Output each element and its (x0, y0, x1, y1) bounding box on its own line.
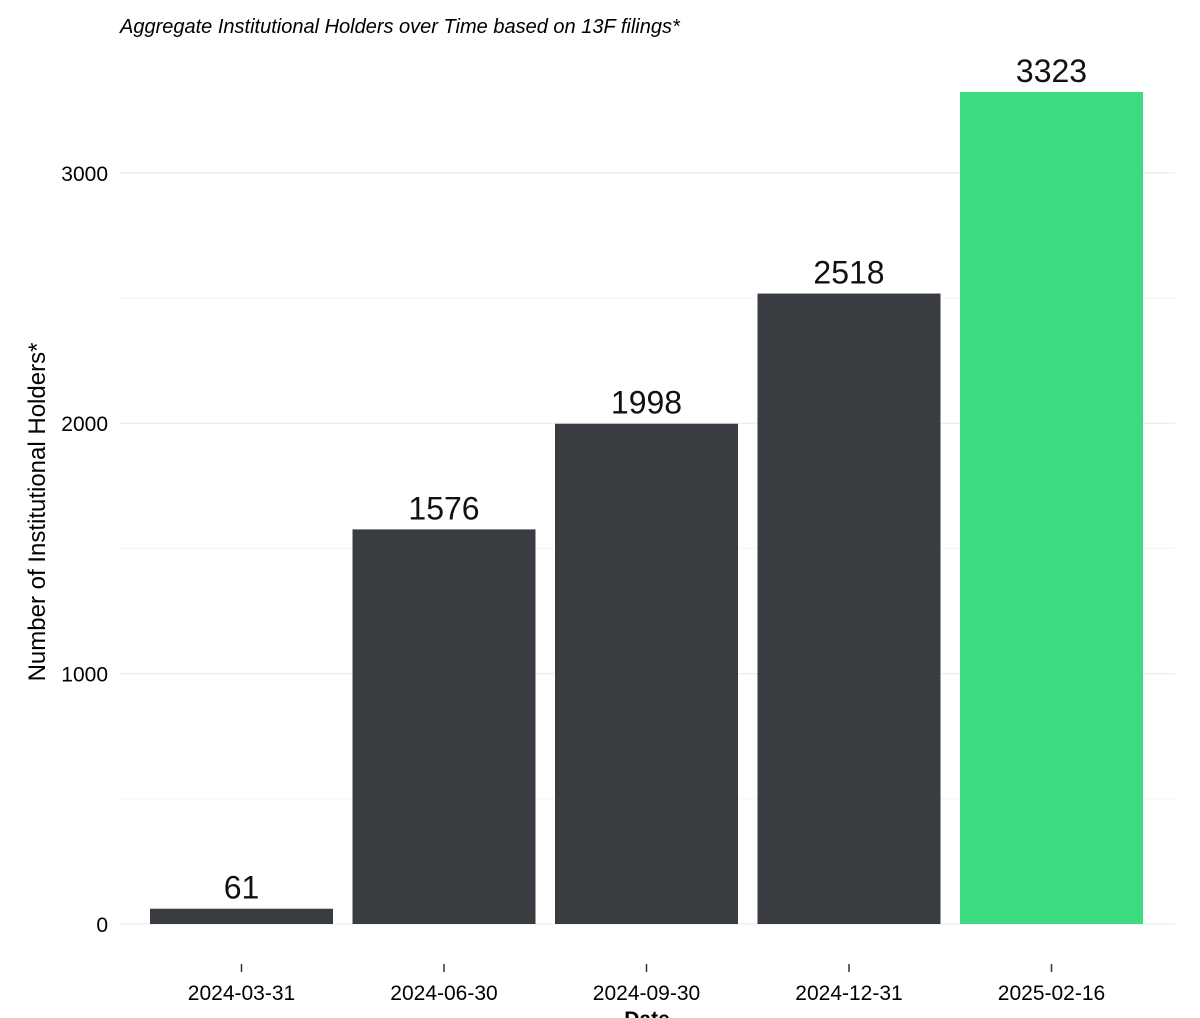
bar-value-label: 2518 (813, 255, 884, 291)
bar-2024-03-31 (150, 908, 333, 924)
x-axis-label: Date (624, 1008, 670, 1018)
chart-subtitle: Aggregate Institutional Holders over Tim… (119, 16, 681, 38)
y-axis: 0 1000 2000 3000 (61, 163, 108, 937)
y-tick-label: 2000 (61, 413, 108, 436)
y-tick-label: 1000 (61, 664, 108, 687)
x-tick-label: 2024-09-30 (593, 982, 700, 1005)
bar-value-label: 1998 (611, 385, 682, 421)
x-tick-label: 2024-12-31 (795, 982, 902, 1005)
bar-2024-06-30 (352, 529, 536, 924)
x-tick-label: 2025-02-16 (998, 982, 1105, 1005)
x-axis: 2024-03-31 2024-06-30 2024-09-30 2024-12-31… (188, 964, 1105, 1005)
bars (150, 92, 1143, 924)
x-tick-label: 2024-06-30 (390, 982, 497, 1005)
bar-2025-02-16 (960, 92, 1143, 924)
bar-2024-12-31 (757, 293, 941, 924)
bar-labels: 61 1576 1998 2518 3323 (224, 53, 1087, 906)
bar-value-label: 3323 (1016, 53, 1087, 89)
bar-2024-09-30 (555, 423, 738, 924)
y-tick-label: 3000 (61, 163, 108, 186)
y-axis-label: Number of Institutional Holders* (24, 343, 51, 682)
y-tick-label: 0 (96, 914, 108, 937)
bar-value-label: 61 (224, 870, 260, 906)
x-tick-label: 2024-03-31 (188, 982, 295, 1005)
bar-value-label: 1576 (408, 490, 479, 526)
